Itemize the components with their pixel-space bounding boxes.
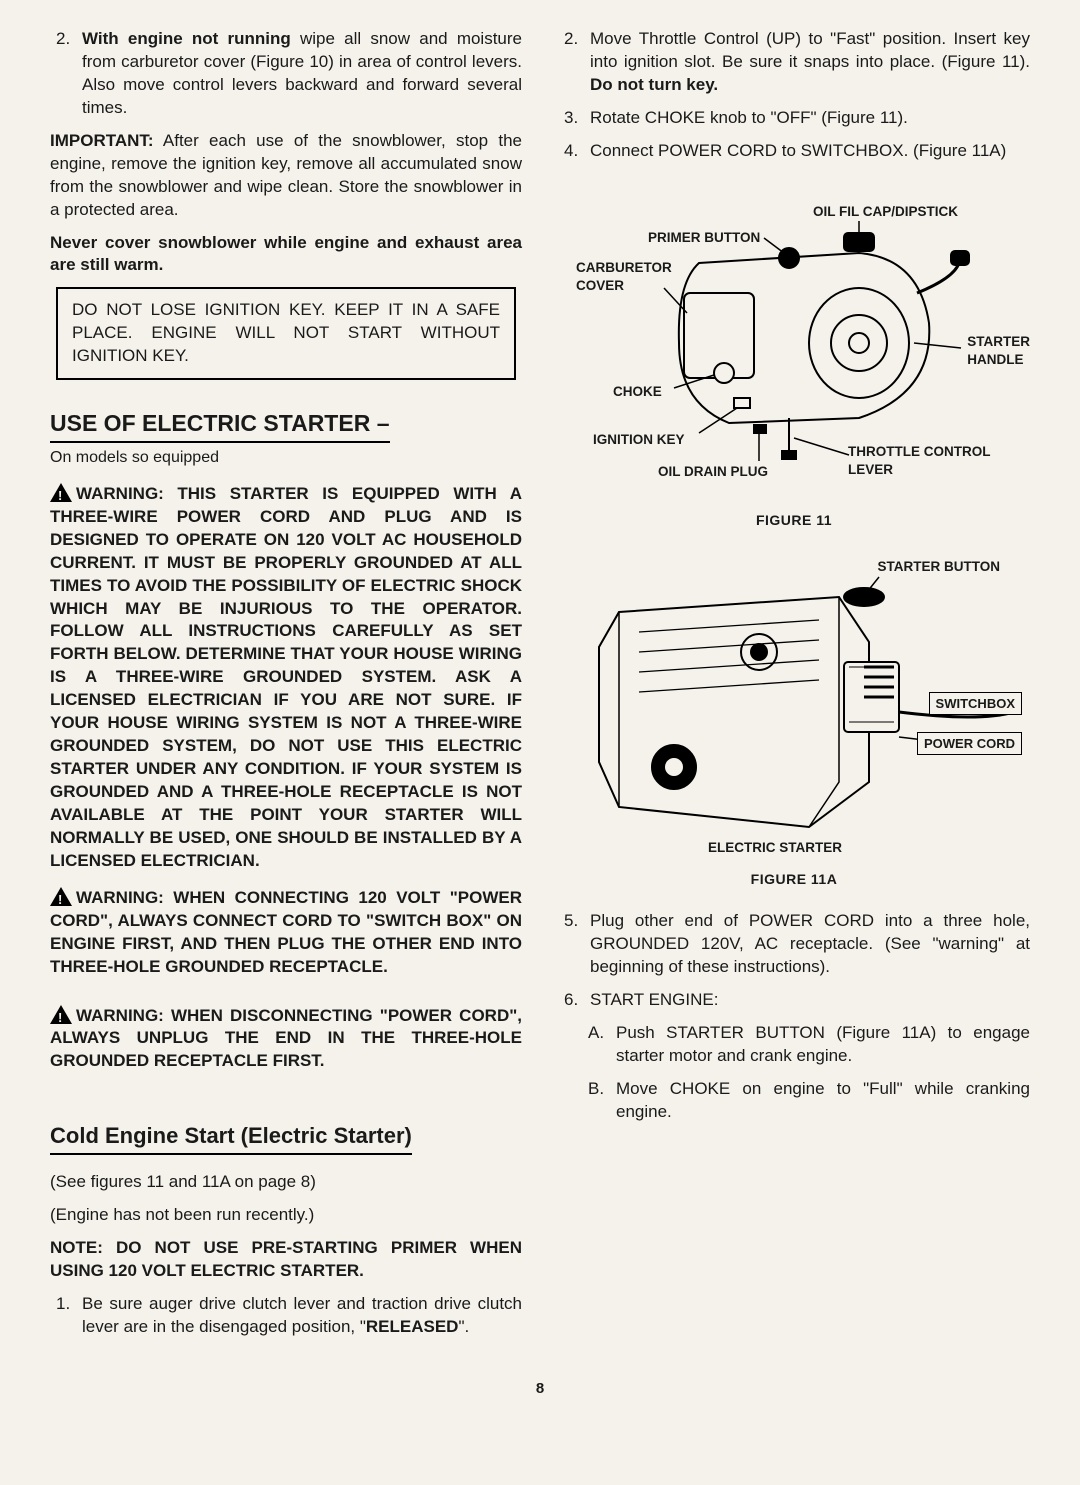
fig11-throttle-control: THROTTLE CONTROL LEVER — [848, 443, 990, 479]
right-step-5: 5. Plug other end of POWER CORD into a t… — [558, 910, 1030, 979]
figure-11-caption: FIGURE 11 — [558, 511, 1030, 530]
fig11a-switchbox: SWITCHBOX — [929, 692, 1022, 716]
fig11-starter-handle: STARTER HANDLE — [967, 333, 1030, 369]
cold-not-run: (Engine has not been run recently.) — [50, 1204, 522, 1227]
fig11-primer-button: PRIMER BUTTON — [648, 229, 760, 247]
warning-1-text: WARNING: THIS STARTER IS EQUIPPED WITH A… — [50, 484, 522, 870]
important-paragraph: IMPORTANT: After each use of the snowblo… — [50, 130, 522, 222]
warning-2-text: WARNING: WHEN CONNECTING 120 VOLT "POWER… — [50, 888, 522, 976]
cold-note: NOTE: DO NOT USE PRE-STARTING PRIMER WHE… — [50, 1237, 522, 1283]
right-step-3: 3. Rotate CHOKE knob to "OFF" (Figure 11… — [558, 107, 1030, 130]
ignition-key-box-text: DO NOT LOSE IGNITION KEY. KEEP IT IN A S… — [72, 300, 500, 365]
left-step-2: 2. With engine not running wipe all snow… — [50, 28, 522, 120]
page-number: 8 — [50, 1379, 1030, 1399]
right-step-4: 4. Connect POWER CORD to SWITCHBOX. (Fig… — [558, 140, 1030, 163]
fig11-ignition-key: IGNITION KEY — [593, 431, 685, 449]
warning-icon — [50, 1005, 72, 1024]
right-step-6a: A. Push STARTER BUTTON (Figure 11A) to e… — [558, 1022, 1030, 1068]
cold-step-1: 1. Be sure auger drive clutch lever and … — [50, 1293, 522, 1339]
fig11a-electric-starter: ELECTRIC STARTER — [708, 839, 842, 857]
fig11-oil-fill-cap: OIL FIL CAP/DIPSTICK — [813, 203, 958, 221]
electric-starter-sub: On models so equipped — [50, 447, 522, 469]
fig11-carburetor-cover: CARBURETOR COVER — [576, 259, 672, 295]
important-label: IMPORTANT: — [50, 131, 154, 150]
fig11a-power-cord: POWER CORD — [917, 732, 1022, 756]
right-step4-text: Connect POWER CORD to SWITCHBOX. (Figure… — [590, 140, 1030, 163]
warning-1: WARNING: THIS STARTER IS EQUIPPED WITH A… — [50, 483, 522, 873]
warning-icon — [50, 887, 72, 906]
warning-3: WARNING: WHEN DISCONNECTING "POWER CORD"… — [50, 1005, 522, 1074]
electric-starter-heading: USE OF ELECTRIC STARTER – — [50, 408, 390, 443]
cold-see-figures: (See figures 11 and 11A on page 8) — [50, 1171, 522, 1194]
cold-start-heading: Cold Engine Start (Electric Starter) — [50, 1121, 412, 1155]
warning-3-text: WARNING: WHEN DISCONNECTING "POWER CORD"… — [50, 1006, 522, 1071]
cold-step1-c: ". — [458, 1317, 469, 1336]
right-step6-text: START ENGINE: — [590, 989, 1030, 1012]
fig11-choke: CHOKE — [613, 383, 662, 401]
cold-step1-released: RELEASED — [366, 1317, 459, 1336]
right-step5-text: Plug other end of POWER CORD into a thre… — [590, 910, 1030, 979]
right-step-6b: B. Move CHOKE on engine to "Full" while … — [558, 1078, 1030, 1124]
right-step6b-text: Move CHOKE on engine to "Full" while cra… — [616, 1078, 1030, 1124]
warning-icon — [50, 483, 72, 502]
left-column: 2. With engine not running wipe all snow… — [50, 28, 522, 1349]
fig11a-starter-button: STARTER BUTTON — [878, 558, 1001, 576]
right-step6a-text: Push STARTER BUTTON (Figure 11A) to enga… — [616, 1022, 1030, 1068]
figure-11: OIL FIL CAP/DIPSTICK PRIMER BUTTON CARBU… — [558, 203, 1030, 503]
never-cover-warning: Never cover snowblower while engine and … — [50, 232, 522, 278]
figure-11a-caption: FIGURE 11A — [558, 870, 1030, 889]
step2-bold: With engine not running — [82, 29, 291, 48]
warning-2: WARNING: WHEN CONNECTING 120 VOLT "POWER… — [50, 887, 522, 979]
fig11-oil-drain-plug: OIL DRAIN PLUG — [658, 463, 768, 481]
right-step-6: 6. START ENGINE: — [558, 989, 1030, 1012]
ignition-key-box: DO NOT LOSE IGNITION KEY. KEEP IT IN A S… — [56, 287, 516, 380]
right-column: 2. Move Throttle Control (UP) to "Fast" … — [558, 28, 1030, 1349]
right-step-2: 2. Move Throttle Control (UP) to "Fast" … — [558, 28, 1030, 97]
right-step2-a: Move Throttle Control (UP) to "Fast" pos… — [590, 29, 1030, 71]
right-step3-text: Rotate CHOKE knob to "OFF" (Figure 11). — [590, 107, 1030, 130]
figure-11a: STARTER BUTTON SWITCHBOX POWER CORD ELEC… — [558, 552, 1030, 862]
right-step2-b: Do not turn key. — [590, 75, 718, 94]
